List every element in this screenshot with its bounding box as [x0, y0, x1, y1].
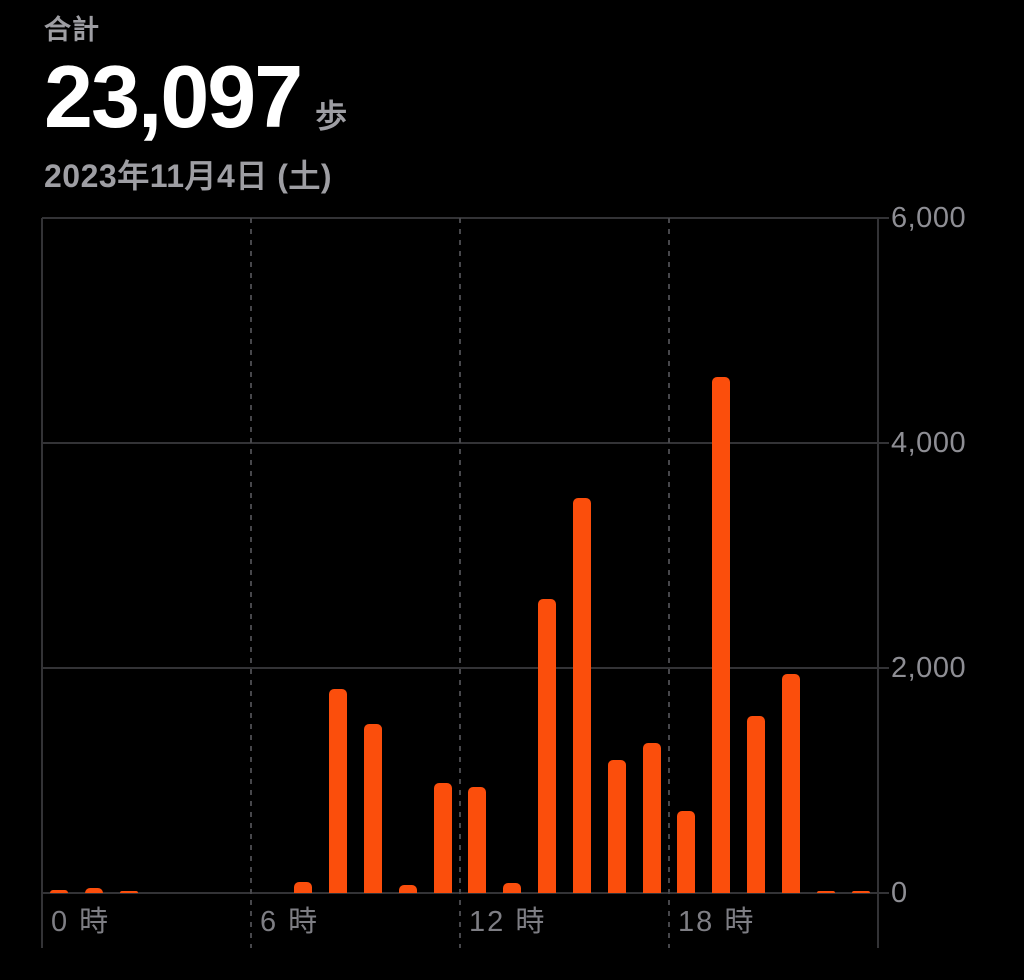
bar-hour-7[interactable] [294, 881, 313, 893]
bar-hour-16[interactable] [607, 760, 626, 893]
bar-hour-1[interactable] [85, 887, 104, 893]
bar-hour-11[interactable] [433, 782, 452, 893]
bar-hour-15[interactable] [572, 498, 591, 893]
bar-hour-10[interactable] [398, 885, 417, 893]
y-axis-label-6000: 6,000 [891, 202, 967, 234]
date-label: 2023年11月4日 (土) [44, 158, 333, 194]
bar-hour-17[interactable] [642, 743, 661, 893]
bar-hour-23[interactable] [851, 890, 870, 893]
bar-hour-19[interactable] [712, 376, 731, 893]
bar-hour-2[interactable] [120, 890, 139, 893]
gridline-y-0 [42, 892, 889, 894]
total-label: 合計 [44, 15, 100, 45]
gridline-y-2000 [42, 667, 889, 669]
bar-hour-8[interactable] [329, 689, 348, 893]
gridline-x-12h [459, 218, 461, 948]
gridline-x-18h [668, 218, 670, 948]
gridline-y-4000 [42, 442, 889, 444]
chart-header: 合計 23,097 歩 2023年11月4日 (土) [44, 8, 347, 197]
bar-hour-18[interactable] [677, 810, 696, 893]
bar-hour-14[interactable] [538, 599, 557, 893]
axis-border-0h [41, 218, 43, 948]
bar-hour-12[interactable] [468, 786, 487, 893]
x-axis-label-12h: 12 時 [469, 906, 547, 938]
bar-hour-13[interactable] [503, 883, 522, 893]
y-axis-label-0: 0 [891, 877, 908, 909]
bar-hour-20[interactable] [747, 716, 766, 893]
bar-hour-9[interactable] [363, 724, 382, 893]
steps-unit-label: 歩 [315, 98, 348, 134]
bar-hour-0[interactable] [50, 889, 69, 893]
bar-hour-21[interactable] [781, 673, 800, 893]
bar-hour-22[interactable] [816, 890, 835, 893]
gridline-y-6000 [42, 217, 889, 219]
x-axis-label-18h: 18 時 [678, 906, 756, 938]
x-axis-label-6h: 6 時 [260, 906, 320, 938]
total-steps-value: 23,097 [44, 47, 303, 146]
total-row: 23,097 歩 [44, 53, 347, 141]
x-axis-label-0h: 0 時 [51, 906, 111, 938]
y-axis-label-4000: 4,000 [891, 427, 967, 459]
axis-border-24h [877, 218, 879, 948]
gridline-x-6h [250, 218, 252, 948]
y-axis-label-2000: 2,000 [891, 652, 967, 684]
